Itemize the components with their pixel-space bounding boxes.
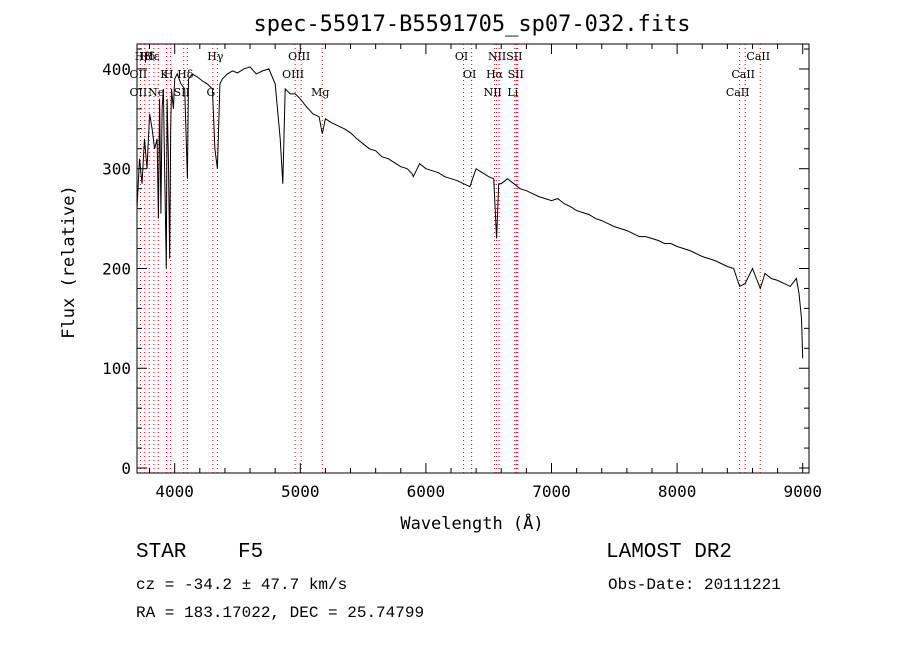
line-label: Hα [486, 68, 504, 81]
line-label: CaII [726, 86, 750, 99]
obs-date: Obs-Date: 20111221 [608, 576, 781, 594]
line-label: OII [130, 86, 148, 99]
x-tick-label: 8000 [658, 482, 697, 501]
x-tick-label: 7000 [532, 482, 571, 501]
line-label: G [206, 86, 215, 99]
line-label: H [164, 68, 174, 81]
line-label: CaII [731, 68, 755, 81]
line-label: Hδ [177, 68, 194, 81]
line-markers [139, 44, 761, 473]
line-label: K [160, 68, 169, 81]
line-label: NII [484, 86, 502, 99]
chart-title: spec-55917-B5591705_sp07-032.fits [253, 12, 690, 37]
line-label: OII [130, 68, 148, 81]
line-label: OIII [288, 50, 310, 63]
line-label: Mg [311, 86, 329, 99]
y-tick-label: 300 [102, 160, 131, 179]
object-subclass: F5 [238, 541, 264, 564]
x-tick-label: 5000 [281, 482, 320, 501]
axis-ticks: 4000 5000 6000 7000 8000 9000 0 100 200 300 400 [102, 44, 822, 501]
line-label: Ne [148, 86, 164, 99]
line-label: Hδ [139, 50, 156, 63]
redshift-cz: cz = -34.2 ± 47.7 km/s [136, 576, 348, 594]
spectrum-line [136, 66, 804, 359]
y-tick-label: 200 [102, 259, 131, 278]
ra-dec: RA = 183.17022, DEC = 25.74799 [136, 604, 425, 622]
line-label: SII [174, 86, 190, 99]
line-label: CaII [746, 50, 770, 63]
y-axis-label: Flux (relative) [59, 185, 79, 339]
line-label: SII [508, 68, 524, 81]
x-tick-label: 6000 [407, 482, 446, 501]
line-label: NII [488, 50, 506, 63]
series-group [136, 66, 804, 359]
plot-frame [136, 43, 810, 474]
x-axis-label: Wavelength (Å) [400, 512, 543, 534]
y-tick-label: 400 [102, 60, 131, 79]
line-label: OIII [282, 68, 304, 81]
line-label: OI [463, 68, 476, 81]
x-tick-label: 9000 [783, 482, 822, 501]
y-tick-label: 0 [121, 459, 131, 478]
line-label: OI [455, 50, 468, 63]
y-tick-label: 100 [102, 359, 131, 378]
line-label: Li [507, 86, 518, 99]
object-class: STAR [136, 541, 187, 564]
line-label: Hγ [207, 50, 224, 63]
line-label: Hε [144, 50, 160, 63]
line-label: SII [506, 50, 522, 63]
line-label: Hβ [135, 50, 151, 63]
survey-name: LAMOST DR2 [606, 541, 733, 564]
x-tick-label: 4000 [155, 482, 194, 501]
